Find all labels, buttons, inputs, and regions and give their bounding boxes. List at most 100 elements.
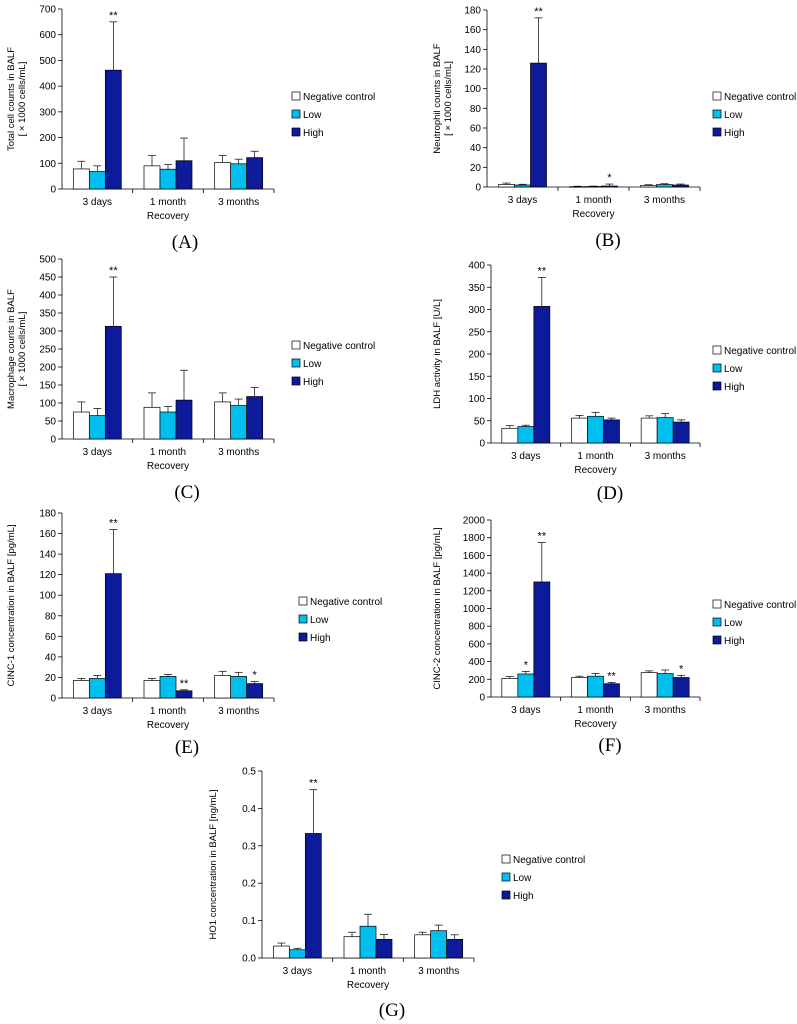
legend-label: Low (724, 364, 743, 375)
x-axis-label: Recovery (574, 719, 616, 730)
panel-label: (F) (598, 735, 621, 756)
y-tick-label: 0 (50, 435, 56, 446)
significance-marker: ** (109, 517, 118, 529)
panel-label: (A) (172, 232, 198, 253)
bar-high (533, 581, 551, 698)
y-tick-label: 0.4 (242, 804, 256, 815)
legend-swatch (291, 376, 301, 386)
y-tick-label: 0.5 (242, 767, 256, 778)
panel-label: (C) (174, 482, 199, 503)
bar-high (530, 62, 547, 188)
legend-swatch (298, 614, 308, 624)
y-axis-label-unit: [ × 1000 cells/mL] (17, 62, 28, 137)
bar-negative-control (343, 936, 361, 959)
bar-low (585, 186, 602, 188)
legend-label: High (303, 128, 324, 139)
y-tick-label: 450 (39, 273, 56, 284)
y-axis-label-unit: [ × 1000 cells/mL] (17, 312, 28, 387)
y-tick-label: 140 (39, 550, 56, 561)
legend-label: Low (303, 359, 322, 370)
y-tick-label: 100 (39, 591, 56, 602)
x-tick-label: 1 month (150, 706, 186, 717)
x-axis-label: Recovery (574, 465, 616, 476)
x-tick-label: 3 months (644, 195, 685, 206)
x-tick-label: 3 days (83, 197, 112, 208)
chart-panel-e: 0 20 40 60 80 100 120 140 160 180 3 days 1 month 3 m… (6, 509, 382, 759)
x-axis-label: Recovery (147, 461, 189, 472)
bar-negative-control (272, 945, 290, 959)
significance-marker: ** (607, 670, 616, 682)
bar-high (672, 184, 689, 188)
y-tick-label: 300 (39, 327, 56, 338)
x-tick-label: 1 month (350, 966, 386, 977)
y-tick-label: 500 (39, 56, 56, 67)
bar-high (533, 306, 551, 444)
significance-marker: * (524, 659, 529, 671)
chart-panel-f: 0 200 400 600 800 1000 1200 1400 1600 1800 2000 3 d… (432, 516, 796, 757)
x-tick-label: 3 days (511, 705, 540, 716)
y-axis-label: HO1 concentration in BALF [ng/mL] (208, 790, 219, 940)
y-tick-label: 180 (464, 6, 481, 17)
y-tick-label: 200 (39, 133, 56, 144)
bar-low (230, 163, 248, 190)
y-tick-label: 120 (464, 65, 481, 76)
legend-swatch (712, 109, 722, 119)
bar-low (159, 168, 177, 190)
bar-high (603, 419, 620, 444)
y-tick-label: 0.0 (242, 954, 256, 965)
legend-swatch (712, 617, 722, 627)
significance-marker: ** (109, 265, 118, 277)
legend-swatch (501, 872, 511, 882)
x-tick-label: 3 months (218, 447, 259, 458)
legend-swatch (712, 91, 722, 101)
y-tick-label: 350 (468, 283, 485, 294)
bar-high (601, 185, 618, 188)
y-axis-label: Total cell counts in BALF (6, 47, 17, 151)
significance-marker: * (607, 172, 612, 184)
legend-label: Low (513, 873, 532, 884)
y-tick-label: 160 (464, 25, 481, 36)
bar-negative-control (501, 427, 519, 444)
bar-low (359, 925, 377, 959)
chart-panel-d: 0 50 100 150 200 250 300 350 400 3 days 1 month 3 m… (432, 261, 796, 505)
legend-label: Negative control (724, 600, 796, 611)
y-tick-label: 600 (468, 639, 485, 650)
legend-swatch (291, 340, 301, 350)
x-tick-label: 1 month (577, 451, 613, 462)
legend-label: Negative control (303, 341, 375, 352)
y-tick-label: 800 (468, 622, 485, 633)
bar-negative-control (72, 680, 90, 699)
y-tick-label: 0.2 (242, 879, 256, 890)
significance-marker: ** (538, 531, 547, 543)
bar-low (230, 676, 248, 699)
y-tick-label: 500 (39, 255, 56, 266)
y-tick-label: 150 (39, 381, 56, 392)
y-tick-label: 180 (39, 509, 56, 520)
bar-low (514, 184, 531, 188)
panel-label: (B) (595, 230, 620, 251)
legend-label: High (724, 636, 745, 647)
y-tick-label: 40 (470, 143, 482, 154)
y-tick-label: 160 (39, 529, 56, 540)
panel-label: (G) (379, 1000, 405, 1021)
bar-negative-control (498, 184, 515, 188)
y-tick-label: 60 (470, 124, 482, 135)
bar-high (672, 421, 690, 444)
legend-label: Negative control (513, 855, 585, 866)
y-tick-label: 0 (50, 694, 56, 705)
bar-negative-control (72, 411, 90, 440)
y-tick-label: 2000 (463, 516, 486, 527)
y-tick-label: 50 (45, 417, 57, 428)
x-tick-label: 3 months (645, 705, 686, 716)
legend-swatch (291, 91, 301, 101)
x-axis-label: Recovery (147, 211, 189, 222)
legend-swatch (501, 890, 511, 900)
y-tick-label: 400 (468, 261, 485, 272)
bar-high (104, 69, 122, 190)
legend-label: High (724, 128, 745, 139)
x-axis-label: Recovery (147, 720, 189, 731)
bar-negative-control (214, 401, 232, 440)
panel-label: (E) (175, 737, 199, 758)
bar-low (159, 411, 177, 440)
